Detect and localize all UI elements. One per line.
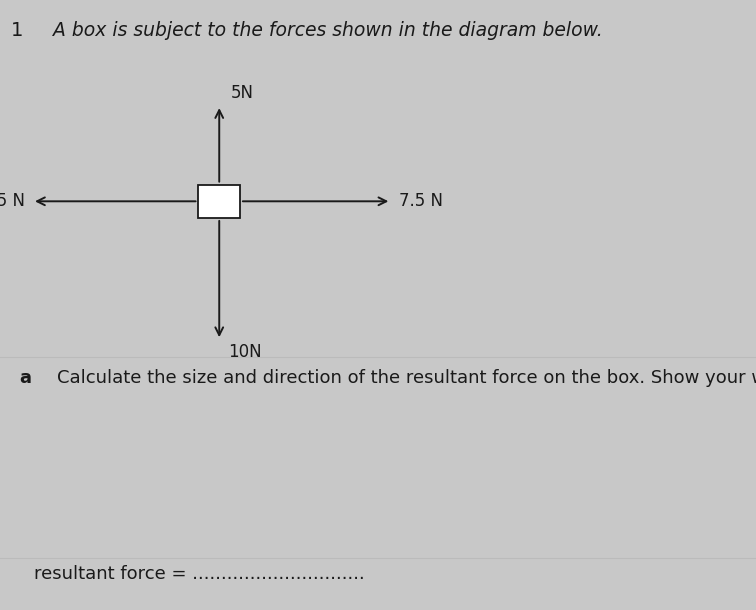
- Text: resultant force = ..............................: resultant force = ......................…: [34, 565, 364, 584]
- Text: 1: 1: [11, 21, 23, 40]
- Text: 5N: 5N: [231, 84, 253, 102]
- Bar: [198, 184, 240, 218]
- Text: 7.5 N: 7.5 N: [0, 192, 24, 210]
- Text: A box is subject to the forces shown in the diagram below.: A box is subject to the forces shown in …: [53, 21, 603, 40]
- Text: Calculate the size and direction of the resultant force on the box. Show your wo: Calculate the size and direction of the …: [57, 369, 756, 387]
- Text: 10N: 10N: [228, 343, 262, 361]
- Text: a: a: [19, 369, 31, 387]
- Text: 7.5 N: 7.5 N: [399, 192, 443, 210]
